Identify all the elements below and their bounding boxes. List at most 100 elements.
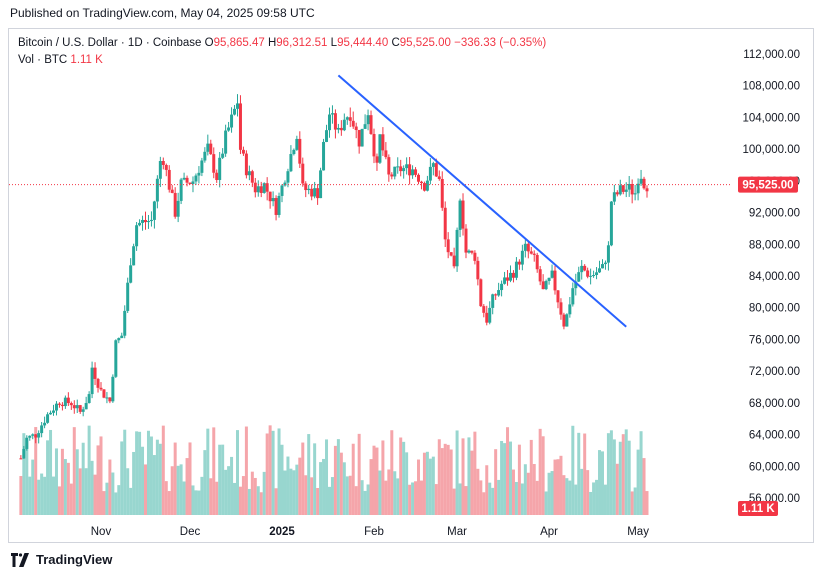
volume-label[interactable]: Vol · BTC	[18, 54, 68, 66]
volume-bar	[621, 434, 625, 515]
volume-bar	[636, 449, 640, 515]
volume-bar	[141, 446, 145, 515]
candle-body	[556, 290, 560, 303]
candle-body	[470, 250, 474, 253]
candle-body	[348, 117, 352, 121]
volume-bar	[414, 481, 418, 515]
candle-body	[197, 172, 201, 176]
candle-body	[224, 130, 228, 154]
volume-bar	[523, 464, 527, 515]
volume-bar	[387, 469, 391, 515]
volume-bar	[351, 443, 355, 515]
candle-body	[52, 410, 56, 413]
volume-bar	[286, 456, 290, 515]
low-value: 95,444.40	[337, 37, 389, 49]
volume-bar	[565, 478, 569, 515]
volume-bar	[494, 449, 498, 515]
volume-bar	[316, 487, 320, 515]
candle-body	[467, 250, 471, 253]
volume-bar	[209, 478, 213, 515]
candle-body	[506, 277, 510, 281]
symbol-description[interactable]: Bitcoin / U.S. Dollar · 1D · Coinbase	[18, 37, 202, 49]
candle-body	[241, 149, 245, 154]
volume-bar	[443, 443, 447, 515]
candle-body	[215, 172, 219, 180]
candle-body	[443, 207, 447, 240]
volume-bar	[378, 470, 382, 515]
candle-body	[339, 127, 343, 131]
volume-bar	[144, 464, 148, 515]
candle-body	[316, 188, 320, 199]
volume-bar	[452, 488, 456, 515]
candle-body	[206, 143, 210, 152]
volume-bar	[360, 480, 364, 515]
volume-bar	[31, 459, 35, 515]
candle-body	[583, 265, 587, 271]
volume-bar	[164, 481, 168, 515]
candle-body	[396, 166, 400, 168]
volume-bar	[200, 476, 204, 515]
candle-body	[111, 376, 115, 402]
volume-bar	[580, 468, 584, 515]
volume-bar	[526, 472, 530, 515]
candle-body	[330, 113, 334, 115]
volume-bar	[408, 484, 412, 515]
volume-bar	[197, 490, 201, 515]
volume-bar	[158, 443, 162, 515]
volume-bar	[384, 480, 388, 515]
candle-body	[259, 186, 263, 193]
y-tick-label: 60,000.00	[749, 461, 800, 473]
volume-bar	[313, 443, 317, 515]
volume-bar	[138, 431, 142, 515]
candle-body	[399, 166, 403, 172]
volume-bar	[390, 430, 394, 515]
volume-bar	[114, 492, 118, 515]
candle-body	[369, 115, 373, 134]
candle-body	[123, 310, 127, 336]
candle-body	[81, 409, 85, 412]
volume-bar	[399, 437, 403, 515]
candle-body	[411, 169, 415, 176]
footer-brand[interactable]: TradingView	[10, 552, 112, 567]
candle-body	[381, 134, 385, 151]
candle-body	[405, 164, 409, 169]
candle-body	[568, 304, 572, 315]
candle-body	[473, 252, 477, 261]
volume-bar	[60, 448, 64, 515]
volume-bar	[81, 442, 85, 515]
volume-bar	[609, 430, 613, 515]
candle-body	[357, 130, 361, 147]
volume-bar	[49, 429, 53, 515]
volume-bar	[262, 471, 266, 515]
low-label: L	[330, 37, 338, 49]
candle-body	[164, 164, 168, 170]
volume-bar	[532, 464, 536, 515]
candle-body	[188, 182, 192, 184]
candle-body	[422, 183, 426, 191]
volume-bar	[146, 430, 150, 515]
volume-bar	[517, 444, 521, 515]
candle-body	[372, 133, 376, 157]
candle-body	[126, 282, 130, 311]
price-badge-label: 95,525.00	[742, 180, 793, 192]
candle-body	[538, 269, 542, 282]
candle-body	[598, 268, 602, 273]
volume-bar	[292, 470, 296, 515]
volume-bar	[396, 478, 400, 515]
candle-body	[485, 312, 489, 323]
candle-body	[577, 272, 581, 282]
candle-body	[182, 177, 186, 180]
x-tick-label: Dec	[180, 526, 201, 538]
y-tick-label: 68,000.00	[749, 398, 800, 410]
candle-body	[514, 261, 518, 278]
volume-bar	[491, 487, 495, 515]
candle-body	[218, 157, 222, 180]
candle-body	[408, 164, 412, 176]
volume-bar	[461, 438, 465, 515]
candle-body	[642, 178, 646, 189]
volume-bar	[366, 484, 370, 515]
y-tick-label: 100,000.00	[742, 144, 800, 156]
volume-bar	[333, 445, 337, 515]
volume-bar	[280, 444, 284, 515]
